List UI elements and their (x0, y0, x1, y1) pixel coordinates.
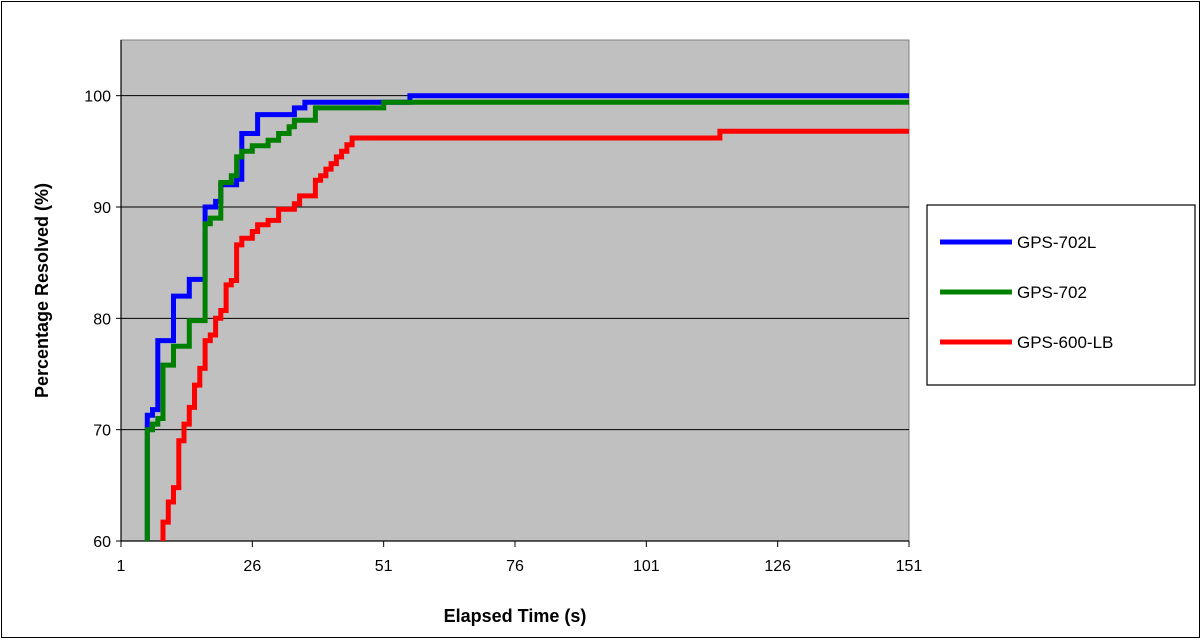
y-tick-label: 90 (93, 200, 111, 217)
series-line-gps-600-lb (160, 128, 909, 541)
x-tick-label: 51 (375, 558, 393, 575)
plot-area (120, 39, 910, 542)
y-tick-label: 70 (93, 423, 111, 440)
series-lines (144, 93, 909, 541)
legend-box (926, 204, 1196, 386)
y-tick-label: 100 (84, 89, 111, 106)
x-axis-ticks: 1 26 51 76 101 126 151 (117, 540, 923, 575)
y-tick-label: 60 (93, 534, 111, 551)
x-tick-label: 101 (633, 558, 660, 575)
series-line-gps-702 (144, 99, 909, 541)
y-axis-title: Percentage Resolved (%) (32, 183, 52, 398)
x-tick-label: 126 (764, 558, 791, 575)
legend-entry-label: GPS-702L (1017, 233, 1096, 252)
x-tick-label: 76 (506, 558, 524, 575)
x-tick-label: 1 (117, 558, 126, 575)
x-tick-label: 151 (896, 558, 923, 575)
x-axis-title: Elapsed Time (s) (444, 606, 587, 626)
y-tick-label: 80 (93, 311, 111, 328)
legend-entry-label: GPS-702 (1017, 283, 1087, 302)
x-tick-label: 26 (243, 558, 261, 575)
legend-entry-label: GPS-600-LB (1017, 333, 1113, 352)
y-axis-ticks: 60 70 80 90 100 (84, 40, 122, 551)
legend: GPS-702L GPS-702 GPS-600-LB (926, 204, 1196, 386)
